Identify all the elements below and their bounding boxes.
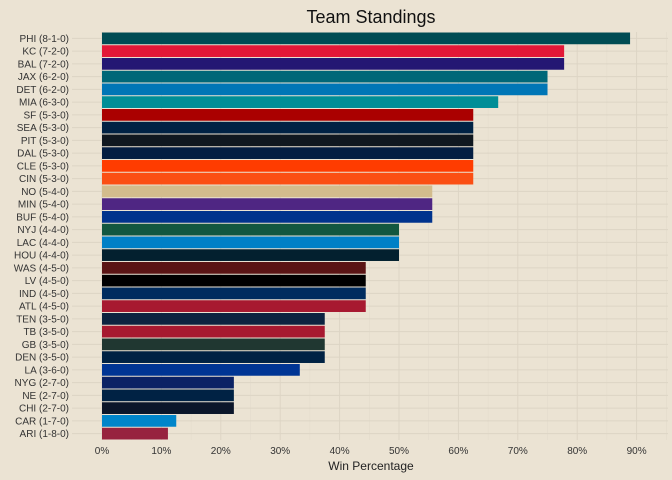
- bar-nyj: [102, 223, 399, 236]
- bar-min: [102, 198, 433, 210]
- team-label: CHI (2-7-0): [19, 404, 69, 415]
- team-label: IND (4-5-0): [19, 289, 69, 300]
- x-tick-label: 90%: [627, 446, 647, 457]
- team-label: TEN (3-5-0): [16, 314, 69, 325]
- bar-tb: [102, 325, 325, 338]
- team-label: ARI (1-8-0): [20, 429, 69, 440]
- team-label: BAL (7-2-0): [18, 59, 69, 70]
- bar-atl: [102, 300, 366, 312]
- team-label: NO (5-4-0): [21, 187, 69, 198]
- team-label: PIT (5-3-0): [21, 136, 69, 147]
- team-label: DAL (5-3-0): [17, 149, 69, 160]
- bar-jax: [102, 70, 548, 83]
- bar-cle: [102, 160, 474, 172]
- chart-title: Team Standings: [306, 7, 435, 27]
- x-tick-label: 0%: [95, 446, 110, 457]
- bar-car: [102, 415, 177, 427]
- team-label: CIN (5-3-0): [19, 174, 69, 185]
- x-tick-label: 80%: [567, 446, 587, 457]
- team-label: DET (6-2-0): [16, 85, 69, 96]
- bar-nyg: [102, 376, 234, 389]
- bar-buf: [102, 211, 433, 223]
- bar-ari: [102, 427, 168, 440]
- bar-lv: [102, 274, 366, 287]
- bar-kc: [102, 45, 565, 57]
- team-label: HOU (4-4-0): [14, 251, 69, 262]
- bar-hou: [102, 249, 399, 261]
- x-axis-ticks: 0% 10% 20% 30% 40% 50% 60% 70% 80% 90%: [95, 446, 647, 457]
- bar-dal: [102, 147, 474, 159]
- bar-bal: [102, 58, 565, 70]
- team-label: JAX (6-2-0): [18, 72, 69, 83]
- team-label: CLE (5-3-0): [17, 161, 69, 172]
- x-tick-label: 40%: [330, 446, 350, 457]
- bar-mia: [102, 96, 499, 108]
- bar-ne: [102, 389, 234, 402]
- bar-gb: [102, 338, 325, 351]
- x-tick-label: 30%: [270, 446, 290, 457]
- team-label: PHI (8-1-0): [20, 34, 69, 45]
- bar-den: [102, 351, 325, 363]
- x-tick-label: 10%: [151, 446, 171, 457]
- team-label: TB (3-5-0): [23, 327, 69, 338]
- team-label: LAC (4-4-0): [17, 238, 69, 249]
- bar-det: [102, 83, 548, 96]
- bar-chi: [102, 402, 234, 414]
- team-label: NYG (2-7-0): [15, 378, 69, 389]
- team-label: GB (3-5-0): [22, 340, 69, 351]
- team-label: KC (7-2-0): [22, 47, 69, 58]
- team-label: LV (4-5-0): [25, 276, 69, 287]
- bar-ten: [102, 313, 325, 325]
- bar-sea: [102, 121, 474, 134]
- team-label: NE (2-7-0): [22, 391, 69, 402]
- team-label: ATL (4-5-0): [19, 302, 69, 313]
- bar-no: [102, 185, 433, 198]
- x-axis-title: Win Percentage: [328, 459, 414, 473]
- bar-pit: [102, 134, 474, 147]
- team-label: MIN (5-4-0): [18, 200, 69, 211]
- bar-sf: [102, 109, 474, 121]
- x-tick-label: 60%: [448, 446, 468, 457]
- bar-la: [102, 364, 300, 376]
- team-label: SF (5-3-0): [23, 110, 69, 121]
- bar-was: [102, 262, 366, 274]
- team-label: BUF (5-4-0): [16, 212, 69, 223]
- team-label: SEA (5-3-0): [17, 123, 69, 134]
- x-tick-label: 50%: [389, 446, 409, 457]
- team-label: NYJ (4-4-0): [17, 225, 69, 236]
- team-label: MIA (6-3-0): [19, 98, 69, 109]
- x-tick-label: 70%: [508, 446, 528, 457]
- bar-ind: [102, 287, 366, 300]
- bars: [102, 32, 631, 440]
- team-label: WAS (4-5-0): [14, 263, 69, 274]
- team-label: LA (3-6-0): [25, 365, 69, 376]
- team-labels: PHI (8-1-0) KC (7-2-0)BAL (7-2-0) JAX (6-2…: [14, 34, 69, 440]
- bar-cin: [102, 172, 474, 185]
- bar-lac: [102, 236, 399, 249]
- x-tick-label: 20%: [211, 446, 231, 457]
- team-label: CAR (1-7-0): [15, 416, 69, 427]
- bar-phi: [102, 32, 631, 45]
- team-label: DEN (3-5-0): [15, 353, 69, 364]
